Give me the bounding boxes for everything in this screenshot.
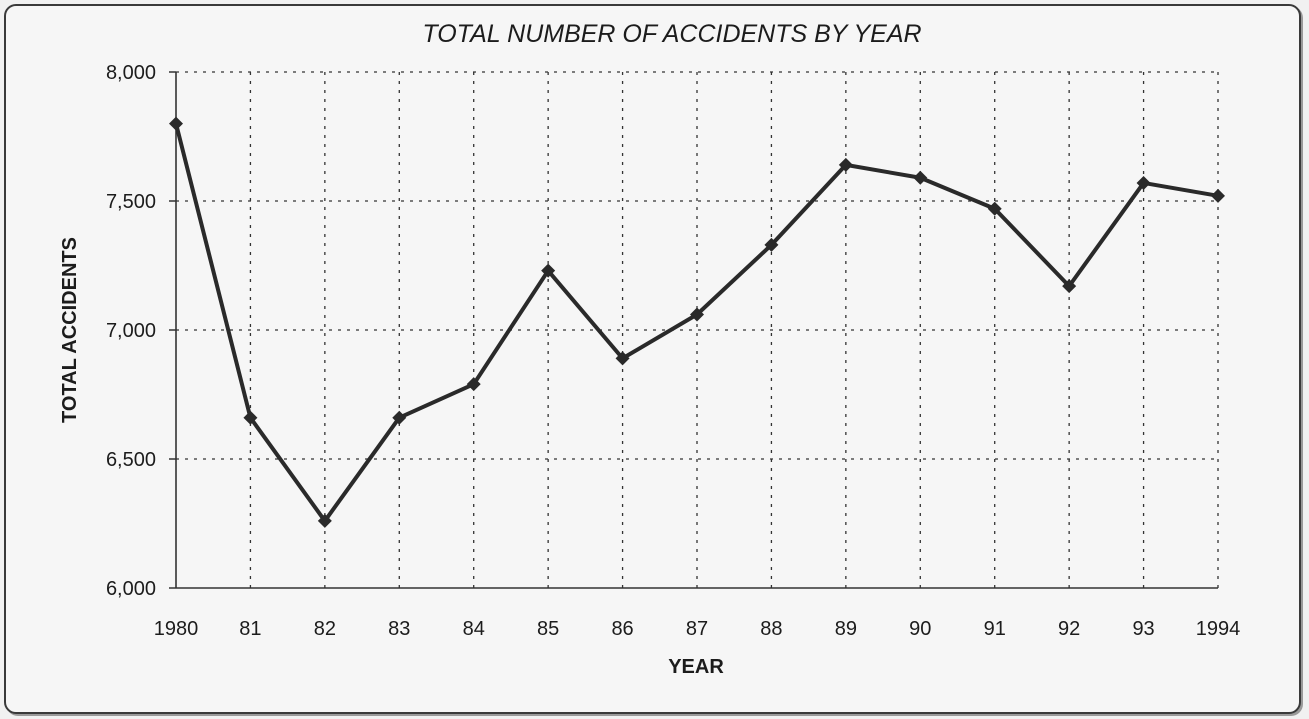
x-tick-label: 86 (611, 618, 633, 640)
data-point-marker (243, 410, 258, 425)
y-tick-label: 8,000 (106, 62, 156, 84)
x-tick-label: 89 (835, 618, 857, 640)
data-point-marker (1211, 188, 1225, 203)
x-tick-label: 91 (984, 618, 1006, 640)
x-tick-label: 1994 (1196, 618, 1241, 640)
data-point-marker (466, 377, 481, 392)
y-tick-label: 7,000 (106, 320, 156, 342)
x-tick-label: 84 (463, 618, 485, 640)
x-tick-label: 92 (1058, 618, 1080, 640)
chart-title: TOTAL NUMBER OF ACCIDENTS BY YEAR (422, 20, 921, 48)
x-axis-label: YEAR (668, 656, 724, 678)
y-axis-label: TOTAL ACCIDENTS (59, 237, 81, 423)
data-point-marker (541, 263, 556, 278)
data-point-marker (169, 116, 183, 131)
grid-lines (176, 71, 1219, 588)
x-tick-label: 85 (537, 618, 559, 640)
y-tick-label: 6,500 (106, 449, 156, 471)
x-tick-label: 1980 (154, 618, 199, 640)
data-point-marker (913, 170, 928, 185)
data-point-marker (690, 307, 704, 322)
data-point-marker (838, 157, 853, 172)
x-tick-label: 90 (909, 618, 931, 640)
data-point-marker (317, 513, 332, 528)
data-point-marker (987, 201, 1002, 216)
data-point-marker (764, 237, 779, 252)
data-point-marker (392, 410, 407, 425)
x-tick-label: 83 (388, 618, 410, 640)
y-tick-label: 6,000 (106, 578, 156, 600)
x-tick-label: 87 (686, 618, 708, 640)
x-tick-labels: 1980 81 82 83 84 85 86 87 88 89 90 91 92 93 1994 (154, 618, 1241, 640)
data-point-marker (615, 351, 630, 366)
data-point-marker (1136, 175, 1151, 190)
axes (169, 71, 1218, 589)
x-tick-label: 82 (314, 618, 336, 640)
chart-frame (4, 4, 1301, 714)
y-tick-label: 7,500 (106, 191, 156, 213)
x-tick-label: 81 (239, 618, 261, 640)
data-point-marker (1062, 279, 1077, 294)
data-markers (169, 116, 1225, 528)
y-tick-labels: 6,000 6,500 7,000 7,500 8,000 (106, 62, 156, 600)
x-tick-label: 88 (760, 618, 782, 640)
x-tick-label: 93 (1132, 618, 1154, 640)
